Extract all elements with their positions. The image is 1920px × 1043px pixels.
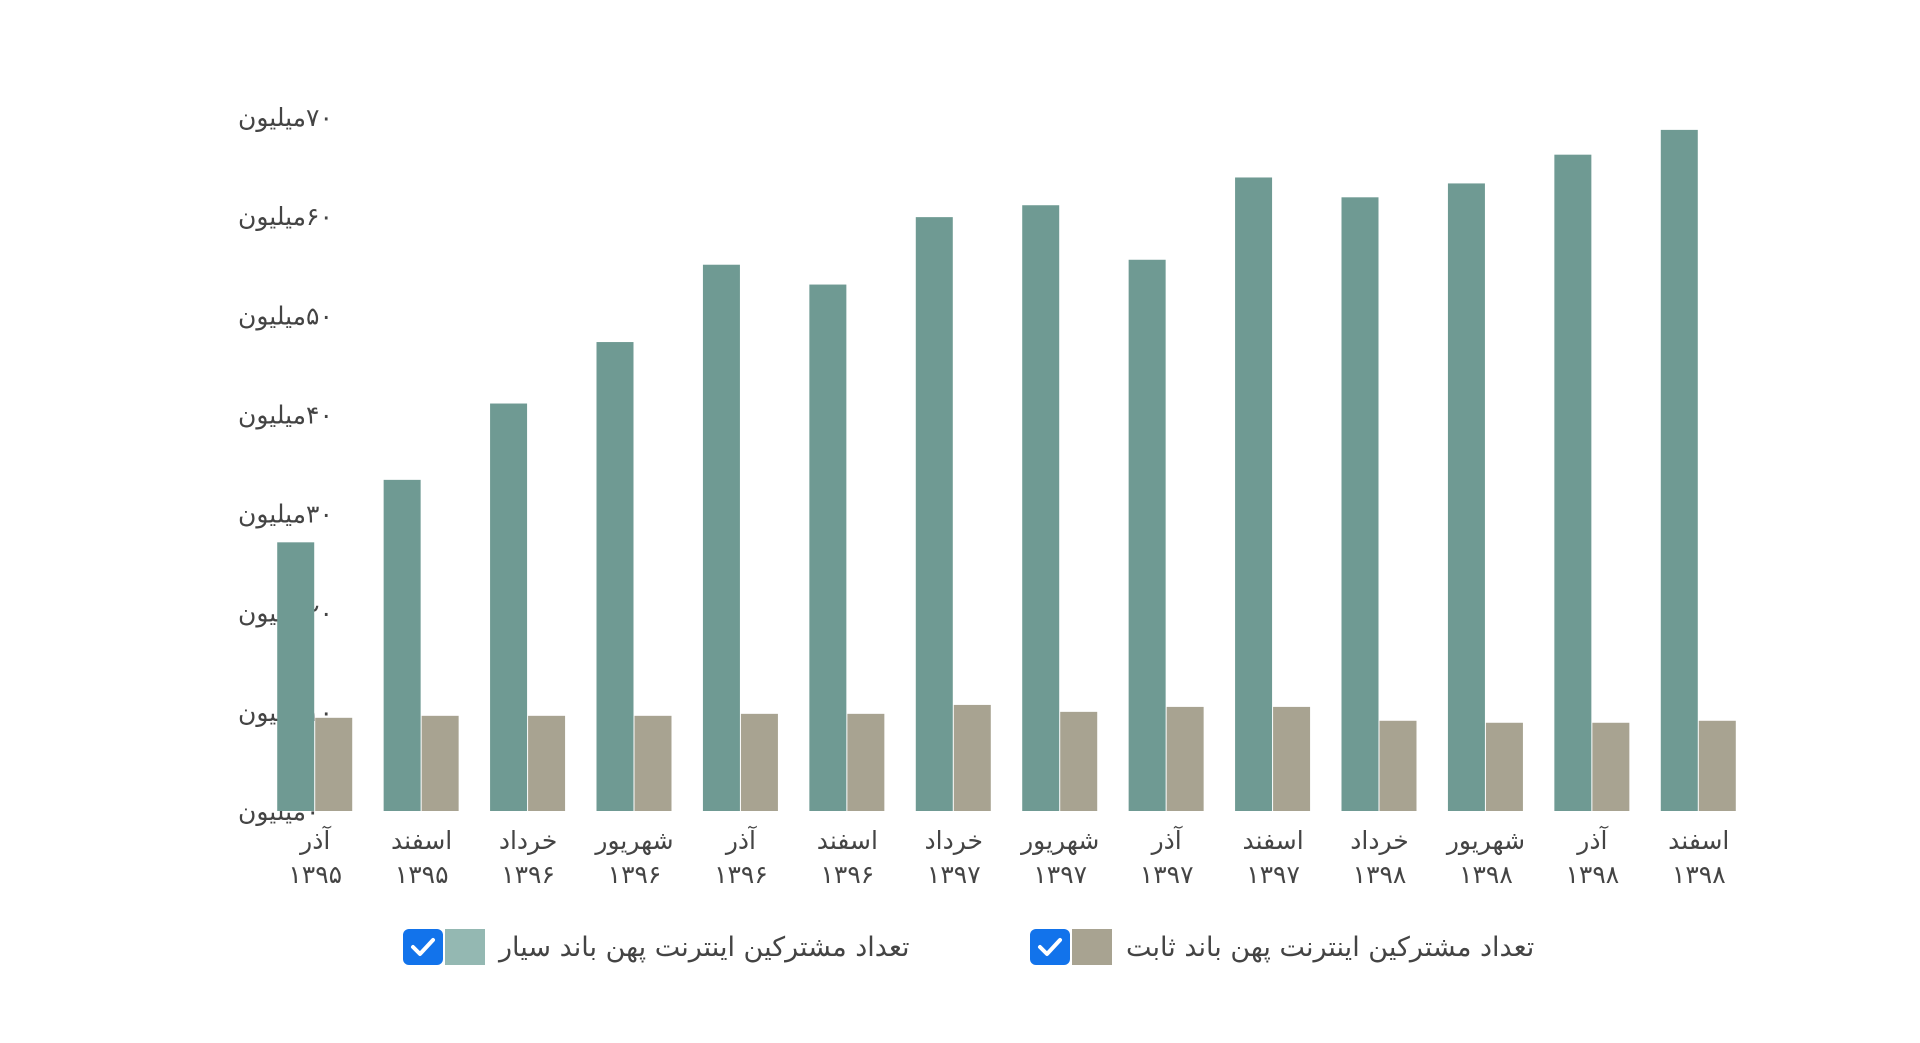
y-tick-label: ۴۰میلیون <box>238 400 333 429</box>
x-tick-label-month: شهریور <box>1445 826 1525 856</box>
bar-fixed-broadband[interactable] <box>1060 711 1098 811</box>
bar-fixed-broadband[interactable] <box>847 713 885 811</box>
bar-fixed-broadband[interactable] <box>1379 720 1417 811</box>
bar-mobile-broadband[interactable] <box>490 403 528 811</box>
bar-mobile-broadband[interactable] <box>1554 154 1592 811</box>
legend-checkbox-fixed-broadband[interactable] <box>1030 929 1070 965</box>
x-tick-label-month: اسفند <box>1668 826 1729 855</box>
x-tick-label-year: ۱۳۹۸ <box>1565 860 1619 889</box>
bar-mobile-broadband[interactable] <box>1447 183 1485 811</box>
bar-mobile-broadband[interactable] <box>1022 205 1060 812</box>
bar-fixed-broadband[interactable] <box>740 713 778 811</box>
bar-fixed-broadband[interactable] <box>634 715 672 811</box>
x-tick-label-year: ۱۳۹۷ <box>927 860 981 889</box>
x-tick-label-month: اسفند <box>817 826 878 855</box>
bar-fixed-broadband[interactable] <box>1166 706 1204 811</box>
bar-mobile-broadband[interactable] <box>809 284 847 812</box>
bar-fixed-broadband[interactable] <box>1485 722 1523 811</box>
x-tick-label-month: آذر <box>1575 825 1608 855</box>
legend-item-fixed-broadband[interactable]: تعداد مشترکین اینترنت پهن باند ثابت <box>1030 922 1534 972</box>
x-tick-label-year: ۱۳۹۸ <box>1459 860 1513 889</box>
y-tick-label: ۷۰میلیون <box>238 103 333 132</box>
x-tick-label-year: ۱۳۹۵ <box>288 860 342 889</box>
y-axis: ۰میلیون۱۰میلیون۲۰میلیون۳۰میلیون۴۰میلیون۵… <box>238 103 333 826</box>
y-tick-label: ۶۰میلیون <box>238 202 333 231</box>
bar-fixed-broadband[interactable] <box>421 715 459 811</box>
bar-mobile-broadband[interactable] <box>915 217 953 812</box>
bar-mobile-broadband[interactable] <box>277 542 315 811</box>
x-tick-label-year: ۱۳۹۶ <box>820 860 874 889</box>
x-tick-label-month: اسفند <box>1242 826 1303 855</box>
x-tick-label-year: ۱۳۹۷ <box>1246 860 1300 889</box>
legend-label-mobile-broadband: تعداد مشترکین اینترنت پهن باند سیار <box>499 931 910 963</box>
x-tick-label-month: آذر <box>298 825 331 855</box>
legend-item-mobile-broadband[interactable]: تعداد مشترکین اینترنت پهن باند سیار <box>403 922 910 972</box>
x-tick-label-month: آذر <box>724 825 757 855</box>
bar-fixed-broadband[interactable] <box>528 715 566 811</box>
x-tick-label-year: ۱۳۹۵ <box>395 860 449 889</box>
bar-mobile-broadband[interactable] <box>702 264 740 811</box>
x-tick-label-year: ۱۳۹۷ <box>1140 860 1194 889</box>
checkmark-icon <box>411 938 435 956</box>
bar-mobile-broadband[interactable] <box>1660 129 1698 812</box>
x-tick-label-month: خرداد <box>925 826 983 855</box>
x-tick-label-month: اسفند <box>391 826 452 855</box>
x-tick-label-month: شهریور <box>1019 826 1099 856</box>
x-axis: آذر ۱۳۹۵ اسفند ۱۳۹۵ خرداد ۱۳۹۶ شهریور ۱۳۹۶ آذر ۱۳… <box>288 825 1729 889</box>
bar-mobile-broadband[interactable] <box>1235 177 1273 811</box>
y-tick-label: ۳۰میلیون <box>238 500 333 529</box>
bar-mobile-broadband[interactable] <box>596 342 634 811</box>
legend: تعداد مشترکین اینترنت پهن باند ثابت تعدا… <box>0 922 1920 972</box>
legend-label-fixed-broadband: تعداد مشترکین اینترنت پهن باند ثابت <box>1126 931 1535 963</box>
x-tick-label-month: خرداد <box>1350 826 1408 855</box>
x-tick-label-year: ۱۳۹۸ <box>1672 860 1726 889</box>
y-tick-label: ۵۰میلیون <box>238 301 333 330</box>
x-tick-label-month: آذر <box>1150 825 1183 855</box>
x-tick-label-year: ۱۳۹۶ <box>714 860 768 889</box>
x-tick-label-year: ۱۳۹۷ <box>1033 860 1087 889</box>
bar-mobile-broadband[interactable] <box>1341 197 1379 811</box>
bar-fixed-broadband[interactable] <box>315 717 353 811</box>
x-tick-label-year: ۱۳۹۶ <box>608 860 662 889</box>
x-tick-label-year: ۱۳۹۸ <box>1353 860 1407 889</box>
bar-chart: ۰میلیون۱۰میلیون۲۰میلیون۳۰میلیون۴۰میلیون۵… <box>238 103 1736 889</box>
bar-fixed-broadband[interactable] <box>1273 706 1311 811</box>
bars-group <box>277 129 1736 812</box>
x-tick-label-month: خرداد <box>499 826 557 855</box>
legend-swatch-mobile-broadband <box>445 929 485 965</box>
x-tick-label-year: ۱۳۹۶ <box>501 860 555 889</box>
bar-fixed-broadband[interactable] <box>953 704 991 811</box>
bar-fixed-broadband[interactable] <box>1592 722 1630 811</box>
legend-swatch-fixed-broadband <box>1072 929 1112 965</box>
legend-checkbox-mobile-broadband[interactable] <box>403 929 443 965</box>
x-tick-label-month: شهریور <box>593 826 673 856</box>
bar-mobile-broadband[interactable] <box>1128 259 1166 811</box>
checkmark-icon <box>1038 938 1062 956</box>
bar-mobile-broadband[interactable] <box>383 479 421 811</box>
bar-fixed-broadband[interactable] <box>1698 720 1736 811</box>
